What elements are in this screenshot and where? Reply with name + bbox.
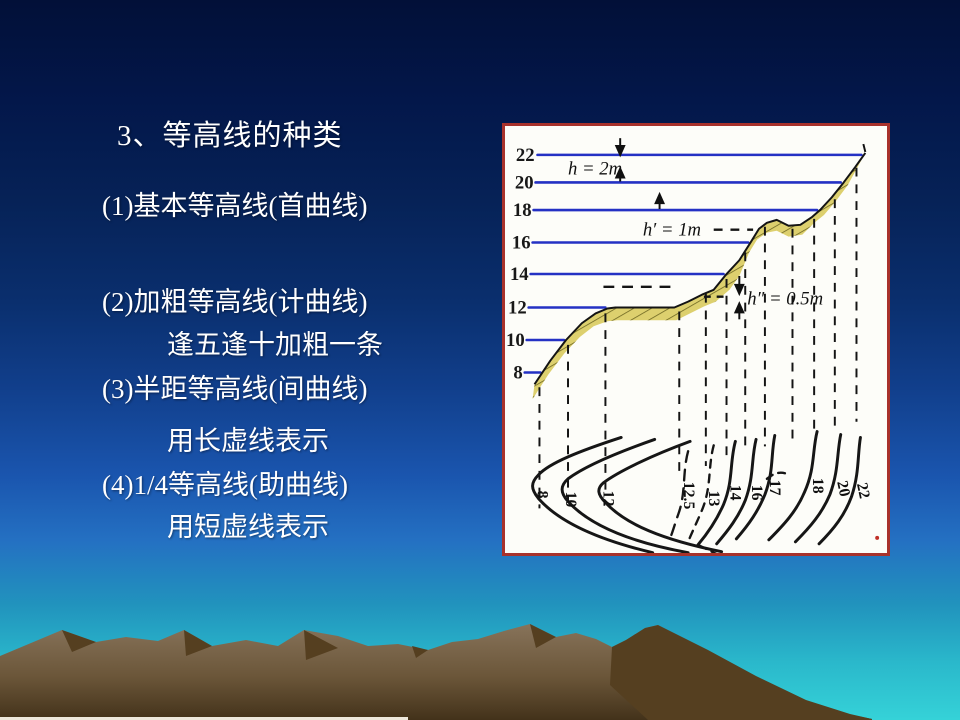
cross-section-contour-lines (523, 153, 863, 374)
elevation-label: 20 (515, 172, 534, 193)
list-item-2: (2)加粗等高线(计曲线) (102, 287, 368, 317)
elevation-label: 16 (512, 232, 531, 253)
plan-contour-label: 17 (766, 480, 783, 496)
list-item-4: (4)1/4等高线(助曲线) (102, 470, 348, 500)
elevation-label: 8 (513, 362, 522, 383)
slide-bottom-edge (0, 717, 408, 720)
list-item-1: (1)基本等高线(首曲线) (102, 191, 368, 221)
mountain-shadow-facet (62, 630, 96, 652)
contour-diagram: 22 20 18 16 14 12 10 8 (506, 138, 880, 553)
mountain-silhouette (0, 624, 872, 720)
plan-contour-label: 14 (726, 485, 743, 501)
mountain-shadow-facet (412, 646, 428, 658)
elevation-label: 22 (516, 145, 535, 166)
elevation-label: 12 (508, 297, 527, 318)
red-dot-artifact (875, 535, 880, 540)
plan-contour-label: 13 (705, 491, 722, 507)
mountain-shadow-facet (184, 630, 212, 656)
elevation-label: 10 (506, 330, 525, 351)
plan-contour-label: 12.5 (680, 482, 697, 510)
contour-diagram-figure: 22 20 18 16 14 12 10 8 (502, 123, 890, 556)
interval-arrows (614, 138, 867, 320)
interval-annotation-h: h = 2m (568, 159, 622, 180)
plan-contour-label: 8 (533, 491, 550, 499)
plan-contour-label: 10 (562, 492, 579, 508)
plan-contour-label: 16 (748, 485, 765, 501)
projection-dashed-lines (538, 167, 858, 509)
slide-title: 3、等高线的种类 (117, 120, 343, 152)
plan-contour-label: 20 (833, 479, 853, 498)
plan-contour-label: 18 (809, 478, 826, 494)
terrain-profile (532, 152, 867, 400)
plan-contour-label: 12 (599, 491, 616, 507)
list-item-2-sub: 逢五逢十加粗一条 (167, 330, 383, 360)
list-item-3-sub: 用长虚线表示 (167, 426, 329, 456)
elevation-label: 18 (513, 200, 532, 221)
interval-annotation-h2: h″ = 0.5m (747, 289, 823, 310)
mountain-shadow-facet (304, 630, 338, 660)
mountain-shadow-facet (530, 624, 556, 648)
list-item-3: (3)半距等高线(间曲线) (102, 374, 368, 404)
elevation-label: 14 (510, 264, 529, 285)
mountain-shadow-facet (610, 625, 872, 720)
list-item-4-sub: 用短虚线表示 (167, 512, 329, 542)
plan-view-contours (531, 430, 862, 553)
interval-annotation-h1: h′ = 1m (643, 220, 701, 241)
plan-contour-label: 22 (853, 481, 873, 500)
